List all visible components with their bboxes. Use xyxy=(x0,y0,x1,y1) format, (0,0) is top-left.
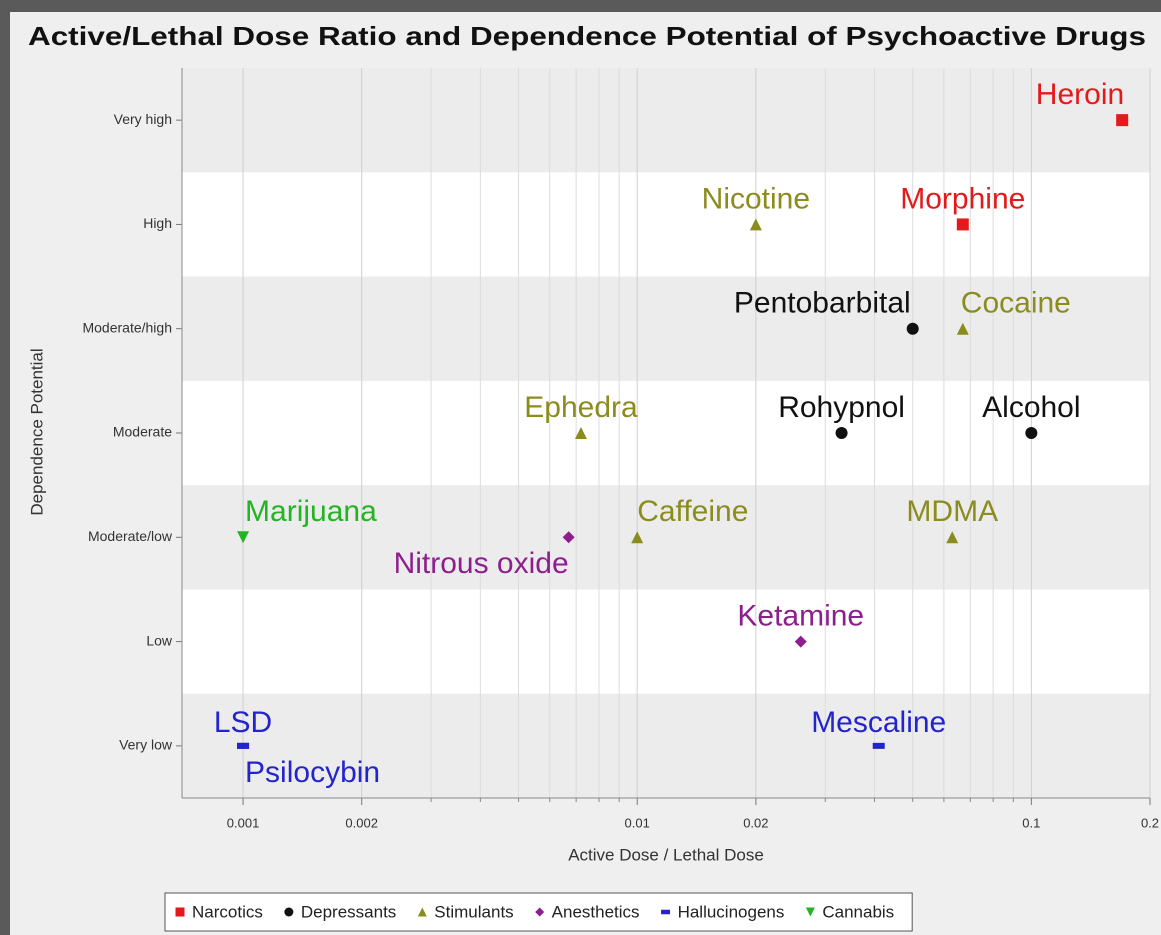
point-label: Psilocybin xyxy=(245,756,380,789)
x-tick-label: 0.2 xyxy=(1141,815,1159,830)
marker xyxy=(946,531,959,544)
marker xyxy=(835,427,848,439)
marker xyxy=(237,742,250,749)
x-tick-label: 0.001 xyxy=(227,815,260,830)
legend-label: Cannabis xyxy=(822,902,894,921)
point-label: Ketamine xyxy=(737,599,864,632)
point-label: MDMA xyxy=(906,495,998,528)
marker xyxy=(872,742,885,749)
legend-label: Stimulants xyxy=(434,902,513,921)
marker xyxy=(284,907,294,917)
marker xyxy=(956,218,969,231)
x-axis-label: Active Dose / Lethal Dose xyxy=(568,845,764,864)
point-label: LSD xyxy=(214,706,272,739)
band xyxy=(182,68,1150,173)
marker xyxy=(574,427,587,439)
legend-label: Anesthetics xyxy=(552,902,640,921)
band xyxy=(182,380,1150,486)
band xyxy=(182,589,1150,694)
x-tick-label: 0.002 xyxy=(345,815,378,830)
marker xyxy=(749,218,762,231)
marker xyxy=(631,531,644,544)
band xyxy=(182,276,1150,381)
marker xyxy=(956,322,969,335)
chart-title: Active/Lethal Dose Ratio and Dependence … xyxy=(28,21,1146,51)
point-label: Mescaline xyxy=(811,706,946,739)
legend-label: Narcotics xyxy=(192,902,263,921)
marker xyxy=(562,531,575,544)
point-label: Nicotine xyxy=(702,182,810,215)
marker xyxy=(237,531,250,544)
band xyxy=(182,485,1150,590)
legend-label: Hallucinogens xyxy=(678,902,785,921)
legend-label: Depressants xyxy=(301,902,396,921)
marker xyxy=(417,907,427,917)
marker xyxy=(906,322,919,335)
x-tick-label: 0.1 xyxy=(1022,815,1040,830)
marker xyxy=(1025,427,1038,439)
x-tick-label: 0.02 xyxy=(743,815,768,830)
point-label: Cocaine xyxy=(961,287,1071,320)
y-tick-label: Moderate/high xyxy=(82,319,172,335)
y-tick-label: Very high xyxy=(114,111,172,127)
point-label: Pentobarbital xyxy=(734,287,911,320)
y-axis-label: Dependence Potential xyxy=(27,348,46,515)
point-label: Rohypnol xyxy=(778,391,905,424)
point-label: Heroin xyxy=(1036,78,1124,111)
point-label: Caffeine xyxy=(637,495,748,528)
legend: Narcotics Depressants Stimulants Anesthetic… xyxy=(164,892,913,932)
band xyxy=(182,693,1150,798)
marker xyxy=(175,907,185,917)
marker xyxy=(805,907,815,917)
y-tick-label: Low xyxy=(146,632,173,648)
band xyxy=(182,172,1150,277)
point-label: Morphine xyxy=(900,182,1025,215)
y-tick-label: High xyxy=(143,215,172,231)
marker xyxy=(794,635,807,648)
x-tick-label: 0.01 xyxy=(625,815,650,830)
y-tick-label: Very low xyxy=(119,737,173,753)
marker xyxy=(535,907,545,917)
marker xyxy=(661,909,671,915)
point-label: Alcohol xyxy=(982,391,1080,424)
y-tick-label: Moderate xyxy=(113,424,172,440)
marker xyxy=(1116,114,1129,127)
point-label: Ephedra xyxy=(524,391,638,424)
y-tick-label: Moderate/low xyxy=(88,528,173,544)
point-label: Nitrous oxide xyxy=(394,547,569,580)
point-label: Marijuana xyxy=(245,495,377,528)
